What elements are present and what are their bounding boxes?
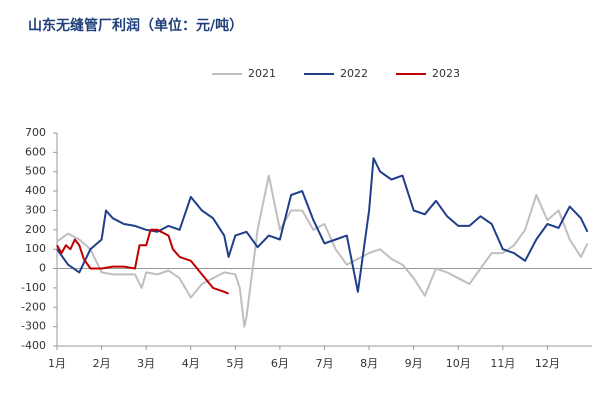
y-tick-label: -100 [21, 281, 46, 294]
x-tick-label: 12月 [535, 357, 560, 370]
y-tick-label: 100 [25, 242, 46, 255]
x-tick-label: 7月 [316, 357, 334, 370]
legend: 2021 2022 2023 [212, 67, 460, 80]
y-tick-label: 500 [25, 165, 46, 178]
x-tick-label: 3月 [137, 357, 155, 370]
x-tick-label: 10月 [446, 357, 471, 370]
legend-label: 2022 [340, 67, 368, 80]
y-tick-label: 200 [25, 223, 46, 236]
y-tick-label: 400 [25, 184, 46, 197]
series-line [56, 157, 589, 293]
chart-title: 山东无缝管厂利润（单位：元/吨） [28, 17, 243, 34]
y-tick-label: 600 [25, 145, 46, 158]
series-line [56, 174, 589, 328]
y-tick-label: -400 [21, 339, 46, 352]
series-line [56, 228, 229, 295]
y-tick-label: 700 [25, 126, 46, 139]
legend-label: 2021 [248, 67, 276, 80]
y-tick-label: 0 [39, 262, 46, 275]
legend-label: 2023 [432, 67, 460, 80]
x-tick-label: 1月 [48, 357, 66, 370]
y-tick-label: -200 [21, 300, 46, 313]
x-tick-label: 4月 [182, 357, 200, 370]
x-tick-label: 6月 [271, 357, 289, 370]
y-tick-label: 300 [25, 203, 46, 216]
x-tick-label: 9月 [405, 357, 423, 370]
x-tick-label: 8月 [360, 357, 378, 370]
x-tick-label: 2月 [93, 357, 111, 370]
x-tick-label: 11月 [490, 357, 515, 370]
y-tick-label: -300 [21, 320, 46, 333]
x-tick-label: 5月 [226, 357, 244, 370]
